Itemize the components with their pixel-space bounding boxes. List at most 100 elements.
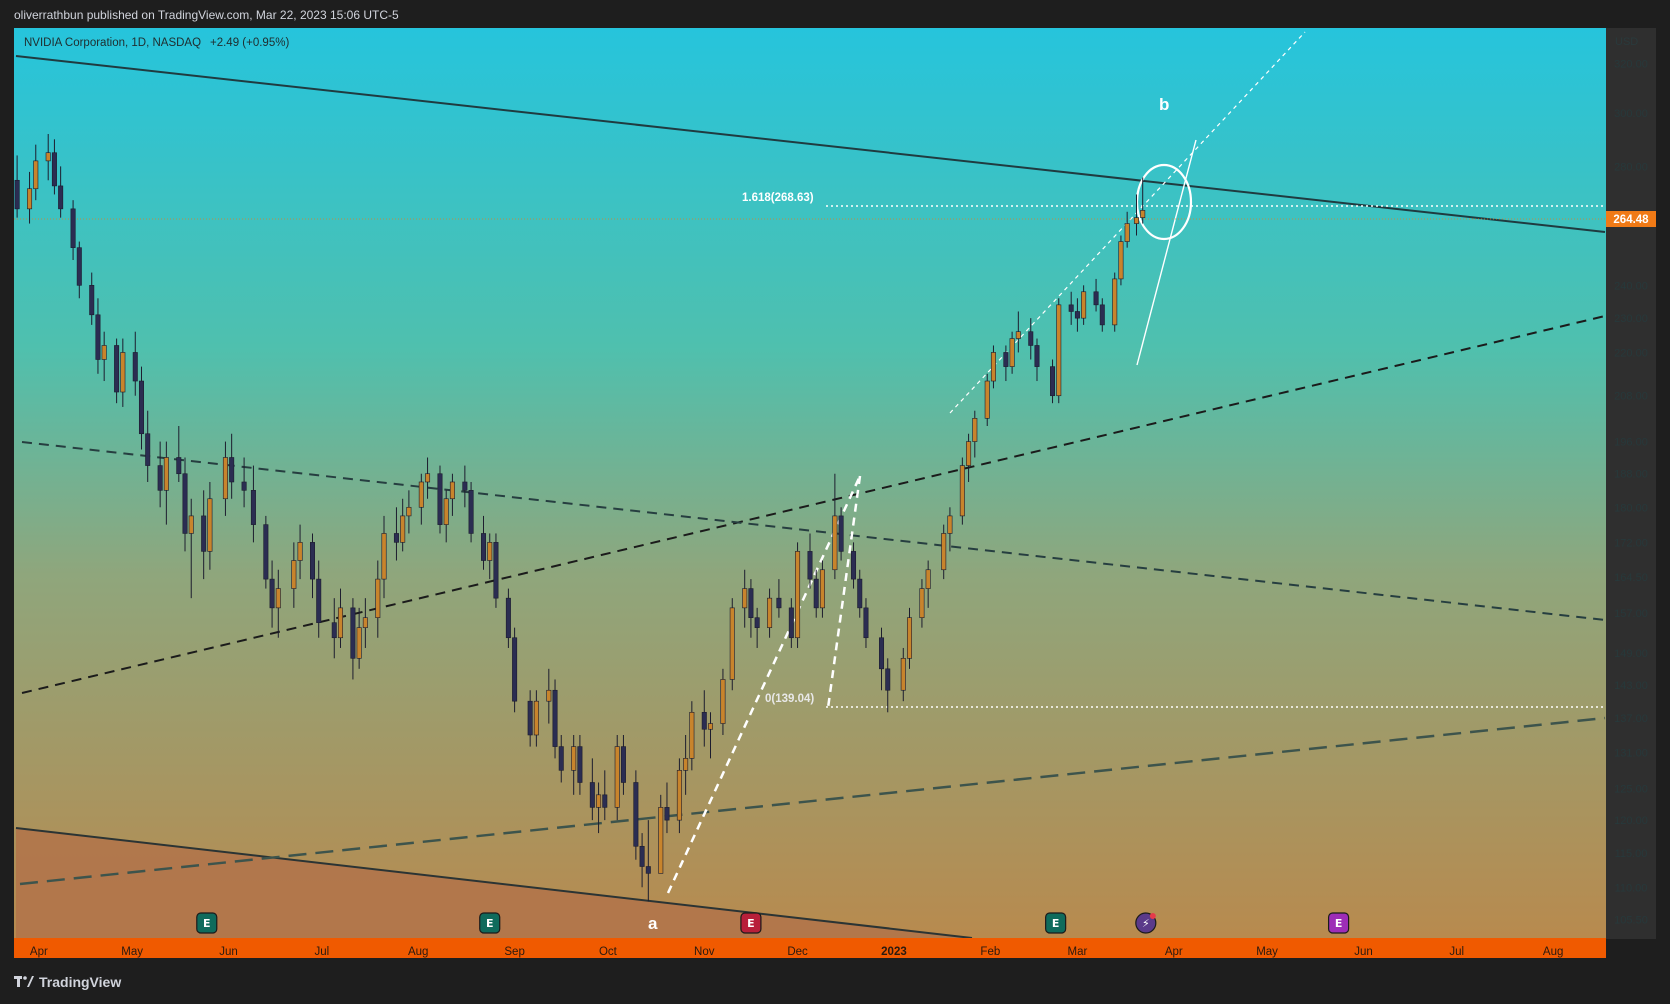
candle-body [176,457,182,475]
candle-body [101,345,107,360]
candle-body [487,542,493,561]
earnings-marker[interactable]: E [479,912,501,934]
candle-body [941,533,947,571]
candle-body [552,689,558,747]
candle-body [577,746,583,783]
candle-body [620,746,626,783]
candle-body [851,551,857,580]
price-axis[interactable] [1606,28,1656,939]
candle [95,298,101,374]
candle-body [201,515,207,552]
y-tick-label: 240.00 [1614,280,1648,292]
candle-body [76,247,82,286]
candle-body [163,457,169,491]
candle [27,171,33,224]
candle [645,820,651,902]
candle [393,507,399,561]
candle-body [70,208,76,248]
candle [263,515,269,589]
candle-body [275,588,281,609]
x-tick-label: Aug [1543,946,1563,958]
candle [577,734,583,795]
candle [972,410,978,458]
candle-body [356,627,362,659]
wave-dashed-line-1 [666,475,862,894]
x-tick-label: Sep [504,946,524,958]
candle [1009,331,1015,374]
candle [1074,298,1080,332]
y-tick-label: 125.00 [1614,784,1648,796]
candle-body [885,668,891,691]
candle [114,338,120,404]
candle-body [297,542,303,561]
candle [176,425,182,482]
candle-body [527,700,533,736]
candle [331,598,337,659]
candle-body [925,569,931,589]
brand-text: TradingView [39,974,122,990]
candle-body [546,689,552,702]
candle-body [229,457,235,483]
candle [552,679,558,759]
candle [990,345,996,389]
candle-body [114,345,120,393]
candle-body [1068,304,1074,312]
candle [241,457,247,508]
candle [857,569,863,618]
candle-body [633,782,639,847]
candle-body [966,441,972,466]
candle [163,441,169,525]
event-marker[interactable]: ⚡ [1135,912,1157,934]
candle [157,441,163,508]
last-price-label: 264.48 [1613,214,1649,226]
candle [1056,298,1062,404]
y-tick-label: 300.00 [1614,108,1648,120]
tradingview-logo[interactable]: TradingView [14,974,121,990]
candle [201,490,207,580]
candle-body [614,746,620,808]
candle-body [350,607,356,659]
earnings-marker[interactable]: E [1327,912,1350,934]
wave-dashed-line-2 [826,475,862,709]
candle [742,569,748,628]
event-marker-label: E [747,917,755,930]
falling-dashed-line [21,441,1606,621]
candle-body [571,746,577,771]
earnings-marker[interactable]: E [740,912,762,934]
candle [468,481,474,543]
candle [375,560,381,638]
earnings-marker[interactable]: E [196,912,218,934]
candle-body [959,465,965,517]
candle [406,490,412,534]
candle [1093,278,1099,312]
candle [505,588,511,648]
candle [250,465,256,543]
earnings-marker[interactable]: E [1045,912,1067,934]
candle [337,588,343,648]
publish-header: oliverrathbun published on TradingView.c… [0,0,1670,28]
candle [633,770,639,860]
x-tick-label: Mar [1068,946,1088,958]
candle-body [754,617,760,628]
candle-body [701,711,707,730]
x-tick-label: Feb [980,946,1000,958]
x-tick-label: Jul [1449,946,1464,958]
candle [291,542,297,608]
wave-label-b: b [1159,95,1169,114]
x-tick-label: Dec [787,946,808,958]
fib-upper-label: 1.618(268.63) [742,192,814,204]
event-marker-label: E [1335,917,1343,930]
candle-body [1124,223,1130,242]
x-tick-label: Jun [1354,946,1373,958]
candle [925,560,931,608]
candle [487,533,493,580]
candle-body [1056,304,1062,397]
candle-body [658,807,664,874]
y-tick-label: 115.00 [1615,848,1648,860]
candle-body [51,152,57,187]
candle-body [362,617,368,628]
x-tick-label: Jul [314,946,329,958]
candle-body [14,179,20,210]
candle-body [45,152,51,162]
